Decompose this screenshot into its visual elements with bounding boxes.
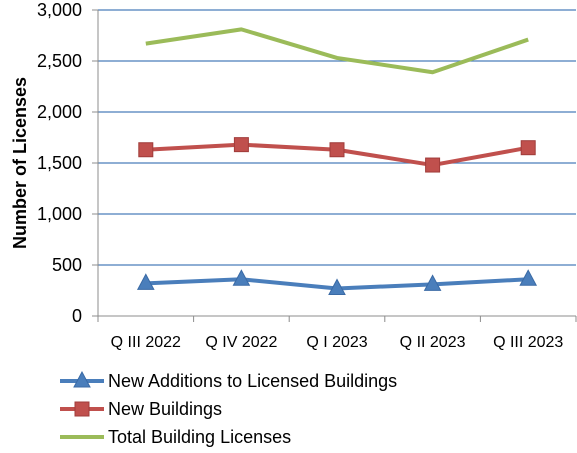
x-tick-labels: Q III 2022 Q IV 2022 Q I 2023 Q II 2023 Q II… xyxy=(111,334,564,351)
axes xyxy=(92,9,577,322)
y-axis-label: Number of Licenses xyxy=(10,77,30,249)
y-tick-label: 3,000 xyxy=(37,0,82,20)
x-tick-label: Q III 2022 xyxy=(111,334,181,351)
data-point xyxy=(328,278,346,295)
y-tick-label: 1,000 xyxy=(37,204,82,224)
data-point xyxy=(136,273,155,290)
legend-label: Total Building Licenses xyxy=(108,427,291,447)
data-point xyxy=(232,269,251,286)
series-3 xyxy=(145,27,529,75)
y-tick-label: 1,500 xyxy=(37,153,82,173)
series-line xyxy=(145,27,529,75)
y-tick-label: 0 xyxy=(72,306,82,326)
data-point xyxy=(233,137,249,153)
y-tick-label: 2,500 xyxy=(37,51,82,71)
data-point xyxy=(423,274,442,291)
x-tick-label: Q IV 2022 xyxy=(205,334,277,351)
legend-label: New Additions to Licensed Buildings xyxy=(108,371,397,391)
y-tick-label: 2,000 xyxy=(37,102,82,122)
data-point xyxy=(138,142,154,158)
x-tick-label: Q II 2023 xyxy=(400,334,466,351)
legend-label: New Buildings xyxy=(108,399,222,419)
legend-swatch-marker xyxy=(73,370,91,388)
legend-item: New Buildings xyxy=(60,399,222,419)
legend-swatch-marker xyxy=(74,401,90,417)
data-point xyxy=(520,140,536,156)
legend: New Additions to Licensed Buildings New B… xyxy=(60,370,397,447)
legend-item: New Additions to Licensed Buildings xyxy=(60,370,397,391)
series-2 xyxy=(138,137,536,173)
series-layer xyxy=(136,27,538,295)
data-point xyxy=(519,269,538,286)
series-1 xyxy=(136,269,538,295)
data-point xyxy=(425,157,441,173)
legend-item: Total Building Licenses xyxy=(60,427,291,447)
gridlines xyxy=(98,9,576,266)
x-tick-label: Q I 2023 xyxy=(306,334,367,351)
y-tick-label: 500 xyxy=(52,255,82,275)
x-tick-label: Q III 2023 xyxy=(493,334,563,351)
y-tick-labels: 0 500 1,000 1,500 2,000 2,500 3,000 xyxy=(37,0,82,326)
data-point xyxy=(329,142,345,158)
